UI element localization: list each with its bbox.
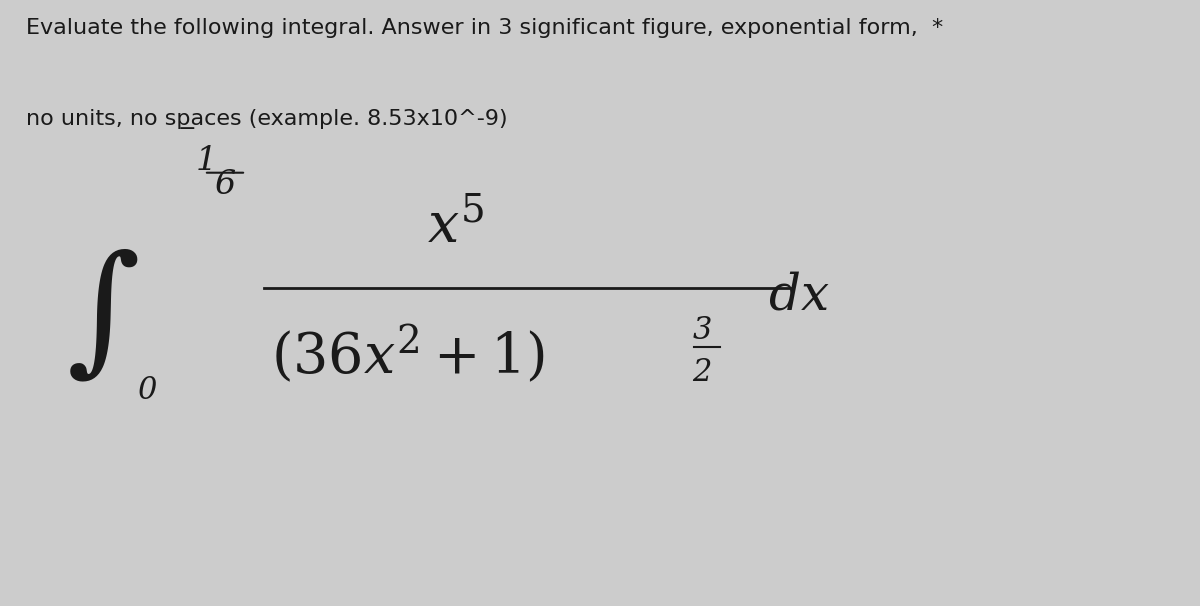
- Text: $-$: $-$: [176, 117, 196, 138]
- Text: Evaluate the following integral. Answer in 3 significant figure, exponential for: Evaluate the following integral. Answer …: [26, 18, 943, 38]
- Text: 2: 2: [692, 357, 712, 388]
- Text: $\left(36x^2+1\right)$: $\left(36x^2+1\right)$: [271, 323, 545, 386]
- Text: $dx$: $dx$: [768, 271, 829, 319]
- Text: $x^5$: $x^5$: [427, 200, 485, 255]
- Text: 1: 1: [196, 145, 217, 176]
- Text: 6: 6: [214, 169, 235, 201]
- Text: no units, no spaces (example. 8.53x10^-9): no units, no spaces (example. 8.53x10^-9…: [26, 109, 508, 129]
- Text: 0: 0: [137, 375, 156, 407]
- Text: $\int$: $\int$: [66, 247, 138, 384]
- Text: 3: 3: [692, 315, 712, 346]
